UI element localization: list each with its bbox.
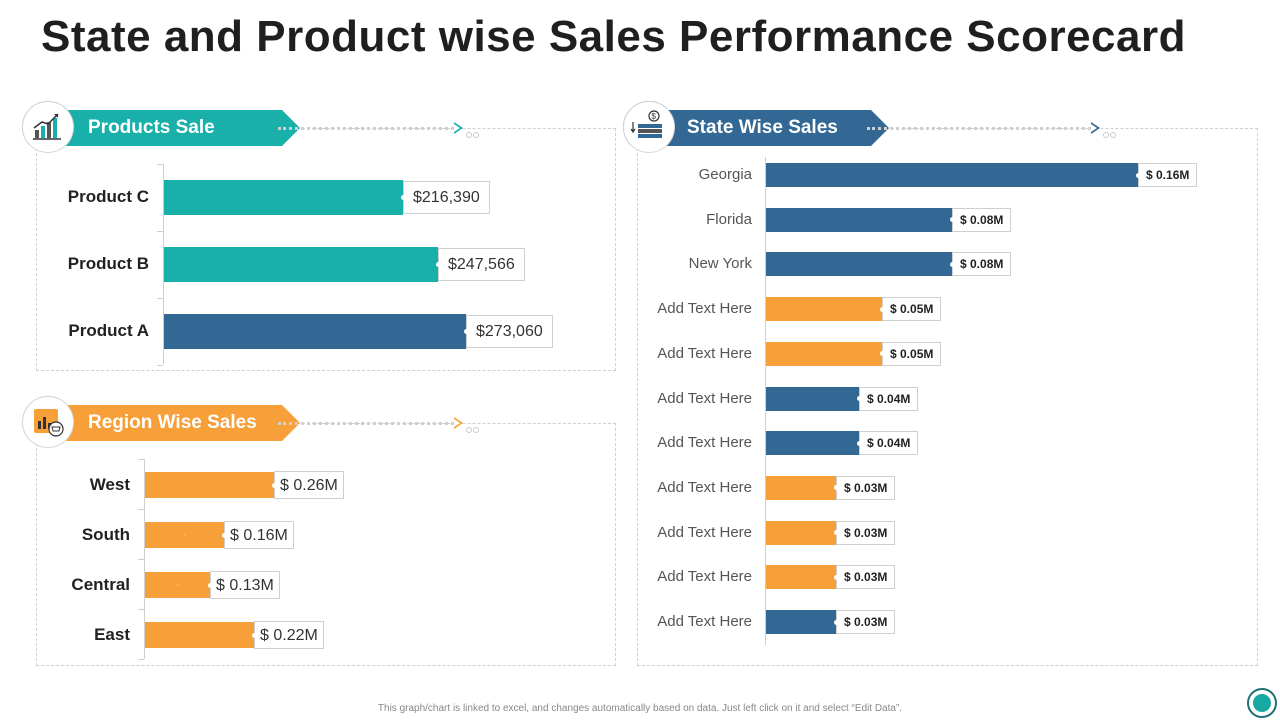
bar [145,472,274,498]
category-label: West [89,475,130,494]
bar [145,572,210,598]
category-label: Add Text Here [657,523,752,541]
rings-decoration [466,420,482,433]
bar [766,297,882,322]
axis-tick [157,298,163,299]
axis-tick [138,459,144,460]
header-divider [278,127,454,130]
data-label: $ 0.22M [252,621,324,649]
bar [766,431,859,456]
category-label: East [94,625,130,644]
rings-decoration [466,125,482,138]
data-label: $ 0.04M [856,386,919,411]
category-label: New York [688,255,752,273]
axis-tick [157,231,163,232]
data-label: $216,390 [401,180,490,214]
category-label: Add Text Here [657,434,752,452]
bar [766,163,1138,187]
arrow-marker-icon [454,417,463,429]
state-sales-header: State Wise Sales $ [623,101,1255,153]
arrow-marker-icon [454,122,463,134]
arrow-marker-icon [1091,122,1100,134]
category-label: Add Text Here [657,344,752,362]
data-label: $ 0.05M [879,341,942,366]
data-label: $247,566 [436,247,525,281]
page-title: State and Product wise Sales Performance… [41,12,1187,61]
data-label: $ 0.03M [833,565,896,590]
category-label: Product A [68,321,149,340]
products-sale-banner: Products Sale [60,110,300,146]
data-label: $ 0.16M [1135,163,1198,187]
bar [164,313,466,349]
bar [766,386,859,411]
bar [766,252,952,277]
header-divider [278,422,454,425]
bar [766,610,836,634]
bar [766,565,836,590]
data-label: $ 0.13M [208,571,280,599]
chart-axis [144,459,145,659]
data-label: $ 0.16M [222,521,294,549]
bar [164,246,438,282]
region-sales-banner: Region Wise Sales [60,405,300,441]
growth-chart-icon [23,102,73,152]
category-label: Product B [67,254,149,273]
category-label: Florida [706,210,752,228]
svg-text:$: $ [652,112,657,121]
rings-decoration [1103,125,1119,138]
corner-logo [1247,688,1277,718]
chart-axis [163,164,164,364]
data-label: $273,060 [464,314,553,348]
bar-chart-cart-icon [23,397,73,447]
category-label: Georgia [698,166,752,183]
footer-note: This graph/chart is linked to excel, and… [377,703,903,714]
data-label: $ 0.26M [272,471,344,499]
data-label: $ 0.04M [856,431,919,456]
header-divider [867,127,1091,130]
data-label: $ 0.03M [833,475,896,500]
bar [164,179,403,215]
data-label: $ 0.03M [833,610,896,634]
bar [766,520,836,545]
bar [766,207,952,232]
chart-axis [765,157,766,645]
data-label: $ 0.08M [949,207,1012,232]
category-label: Add Text Here [657,568,752,586]
category-label: Add Text Here [657,613,752,630]
axis-tick [138,509,144,510]
data-label: $ 0.08M [949,252,1012,277]
axis-tick [157,365,163,366]
axis-tick [138,609,144,610]
category-label: Add Text Here [657,478,752,496]
axis-tick [138,659,144,660]
region-sales-header: Region Wise Sales [22,396,624,448]
bar [766,341,882,366]
category-label: Add Text Here [657,389,752,407]
state-sales-banner: State Wise Sales [661,110,889,146]
data-label: $ 0.05M [879,297,942,322]
category-label: Add Text Here [657,300,752,318]
data-label: $ 0.03M [833,520,896,545]
money-stack-icon: $ [624,102,674,152]
category-label: Product C [67,187,149,206]
axis-tick [157,164,163,165]
category-label: South [81,525,130,544]
axis-tick [138,559,144,560]
bar [145,622,254,648]
products-sale-header: Products Sale [22,101,624,153]
bar [766,475,836,500]
bar [145,522,224,548]
category-label: Central [71,575,130,594]
